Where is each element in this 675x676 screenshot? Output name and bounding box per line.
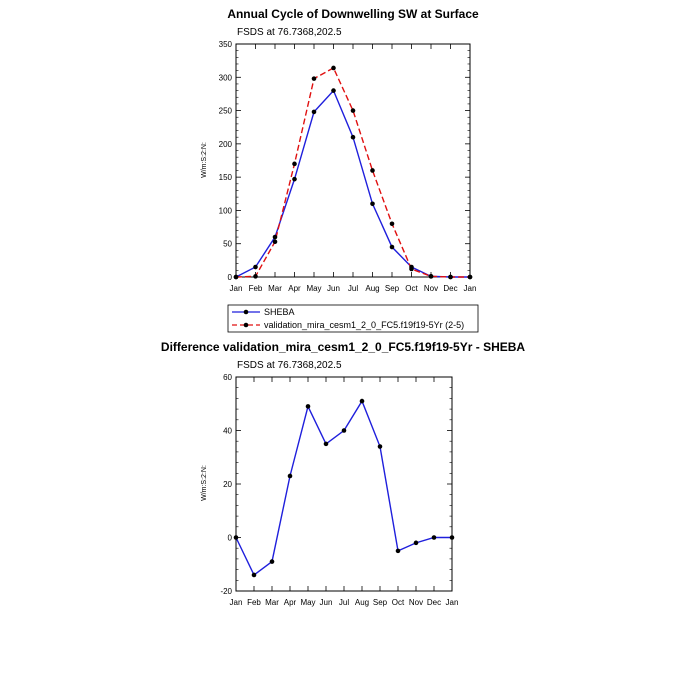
axis-ticks: Jan Feb Mar Apr May Jun Jul Aug Sep Oct Nov Dec Jan 0…: [219, 40, 477, 293]
data-point: [253, 274, 258, 279]
x-tick-label: Oct: [392, 598, 405, 607]
y-tick-label: 350: [219, 40, 233, 49]
x-tick-label: Jun: [327, 284, 340, 293]
data-point: [287, 473, 293, 479]
y-tick-label: 250: [219, 107, 233, 116]
x-tick-label: Mar: [265, 598, 279, 607]
data-point: [359, 398, 365, 404]
y-axis-label: W/m:S:2:N:: [201, 142, 208, 178]
legend-marker-model: [243, 322, 249, 328]
data-point: [311, 76, 317, 81]
y-tick-label: 300: [219, 73, 233, 82]
y-tick-label: 40: [223, 427, 232, 436]
data-point: [269, 559, 275, 564]
x-tick-label: Jun: [320, 598, 333, 607]
data-point: [350, 108, 356, 113]
data-point: [449, 535, 455, 540]
x-tick-label: May: [300, 598, 315, 607]
series-markers: [233, 398, 455, 578]
x-tick-label: Apr: [284, 598, 297, 607]
data-point: [233, 535, 239, 540]
data-point: [272, 239, 278, 245]
x-tick-label: Feb: [247, 598, 261, 607]
y-tick-label: 60: [223, 373, 232, 382]
data-point: [305, 404, 311, 409]
x-tick-label: Nov: [409, 598, 423, 607]
x-tick-label: Apr: [288, 284, 301, 293]
data-point: [370, 201, 375, 207]
data-point: [272, 234, 278, 240]
data-point: [448, 274, 453, 280]
legend-box: [227, 304, 479, 333]
data-point: [233, 274, 239, 280]
x-tick-label: Feb: [249, 284, 263, 293]
data-point: [428, 274, 434, 279]
legend-label-model: validation_mira_cesm1_2_0_FC5.f19f19-5Yr…: [264, 320, 464, 330]
series-line-1: [235, 66, 470, 278]
data-point: [253, 264, 258, 270]
data-point: [292, 161, 297, 167]
series-lines: [235, 66, 470, 278]
y-tick-label: -20: [220, 587, 232, 596]
legend: SHEBA validation_mira_cesm1_2_0_FC5.f19f…: [227, 304, 479, 333]
y-tick-label: 20: [223, 480, 232, 489]
chart-title: Difference validation_mira_cesm1_2_0_FC5…: [161, 340, 526, 354]
data-point: [331, 65, 336, 71]
x-tick-label: May: [306, 284, 321, 293]
series-line-0: [235, 399, 452, 577]
x-tick-label: Aug: [355, 598, 369, 607]
x-tick-label: Aug: [365, 284, 379, 293]
series-markers: [233, 65, 473, 280]
x-tick-label: Jan: [446, 598, 459, 607]
legend-marker-sheba: [243, 309, 249, 315]
y-tick-label: 50: [223, 240, 232, 249]
annual-cycle-chart: Annual Cycle of Downwelling SW at Surfac…: [201, 7, 479, 333]
data-point: [251, 572, 257, 578]
legend-label-sheba: SHEBA: [264, 307, 295, 317]
series-lines: [235, 399, 452, 577]
data-point: [413, 540, 419, 546]
y-tick-label: 200: [219, 140, 233, 149]
data-point: [350, 134, 356, 140]
difference-chart: Difference validation_mira_cesm1_2_0_FC5…: [161, 340, 526, 607]
x-tick-label: Dec: [443, 284, 457, 293]
data-point: [331, 88, 336, 93]
x-tick-label: Jan: [464, 284, 477, 293]
x-tick-label: Jan: [230, 284, 243, 293]
data-point: [467, 274, 473, 280]
data-point: [341, 428, 347, 433]
x-tick-label: Mar: [268, 284, 282, 293]
data-point: [409, 266, 414, 272]
x-tick-label: Sep: [385, 284, 400, 293]
data-point: [377, 444, 383, 449]
chart-subtitle: FSDS at 76.7368,202.5: [237, 360, 342, 371]
data-point: [389, 221, 395, 227]
y-tick-label: 0: [228, 273, 233, 282]
data-point: [395, 548, 401, 554]
data-point: [292, 176, 297, 182]
data-point: [431, 535, 437, 540]
data-point: [370, 168, 375, 173]
x-tick-label: Nov: [424, 284, 438, 293]
y-tick-label: 150: [219, 173, 233, 182]
x-tick-label: Sep: [373, 598, 388, 607]
x-tick-label: Jul: [348, 284, 358, 293]
x-tick-label: Oct: [405, 284, 418, 293]
data-point: [389, 244, 395, 250]
data-point: [323, 441, 329, 447]
x-tick-label: Jul: [339, 598, 349, 607]
x-tick-label: Dec: [427, 598, 441, 607]
axis-ticks: Jan Feb Mar Apr May Jun Jul Aug Sep Oct Nov Dec Jan -…: [220, 373, 458, 607]
chart-subtitle: FSDS at 76.7368,202.5: [237, 27, 342, 38]
data-point: [311, 109, 317, 115]
plot-frame: [235, 376, 453, 592]
y-tick-label: 100: [219, 206, 233, 215]
x-tick-label: Jan: [230, 598, 243, 607]
y-axis-label: W/m:S:2:N:: [201, 465, 208, 501]
chart-title: Annual Cycle of Downwelling SW at Surfac…: [227, 7, 479, 21]
y-tick-label: 0: [228, 534, 233, 543]
